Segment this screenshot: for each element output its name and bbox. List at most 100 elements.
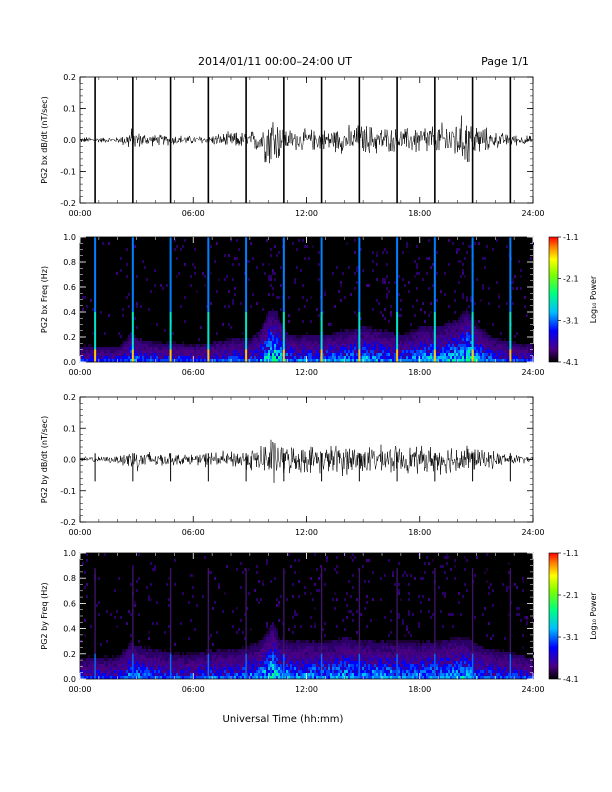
figure-title: 2014/01/11 00:00–24:00 UT: [198, 55, 352, 68]
y-tick-label: 0.8: [63, 574, 76, 583]
spectrogram-stripe: [94, 349, 97, 362]
spectrogram-stripe: [320, 237, 323, 312]
spectrogram-stripe: [169, 349, 172, 362]
spectrogram-stripe: [94, 237, 97, 312]
x-tick-label: 18:00: [408, 685, 431, 694]
panel-1: 0.2 0.1 0.0 -0.1 -0.200:00 06:00 12:00 18:00 24:…: [40, 73, 545, 218]
x-tick-label: 24:00: [521, 368, 544, 377]
x-tick-label: 24:00: [521, 685, 544, 694]
spectrogram-stripe: [94, 312, 97, 350]
spectrogram-stripe: [396, 653, 398, 679]
y-axis-label: PG2 bx dB/dt (nT/sec): [40, 96, 49, 183]
x-tick-label: 24:00: [521, 528, 544, 537]
x-tick-label: 24:00: [521, 209, 544, 218]
y-tick-label: 0.6: [63, 599, 76, 608]
y-tick-label: 0.0: [63, 358, 76, 367]
spectrogram-stripe: [283, 653, 285, 679]
spectrogram-stripe: [320, 568, 323, 677]
colorbar: [548, 552, 559, 680]
y-tick-label: -0.2: [60, 518, 76, 527]
spectrogram-stripe: [207, 312, 210, 350]
colorbar-label: Log₁₀ Power: [589, 592, 598, 640]
spectrogram-stripe: [94, 568, 96, 677]
spectrogram-stripe: [433, 312, 436, 350]
x-tick-label: 12:00: [295, 209, 318, 218]
spectrogram-stripe: [245, 568, 247, 677]
spectrogram-stripe: [245, 653, 247, 679]
x-tick-label: 06:00: [182, 685, 205, 694]
y-tick-label: 1.0: [63, 233, 76, 242]
colorbar-tick-label: -1.1: [563, 549, 579, 558]
spectrogram-stripe: [434, 568, 436, 677]
x-tick-label: 00:00: [68, 209, 91, 218]
y-axis-label: PG2 by Freq (Hz): [40, 582, 49, 649]
spectrogram-stripe: [509, 312, 512, 350]
x-tick-label: 06:00: [182, 368, 205, 377]
spectrogram-stripe: [207, 237, 210, 312]
x-tick-label: 06:00: [182, 528, 205, 537]
spectrogram-stripe: [207, 653, 210, 679]
spectrogram-stripe: [509, 349, 512, 362]
colorbar-tick-label: -4.1: [563, 675, 579, 684]
y-tick-label: 0.0: [63, 136, 76, 145]
spectrogram-stripe: [509, 653, 512, 679]
spectrogram-stripe: [245, 237, 248, 312]
x-tick-label: 12:00: [295, 685, 318, 694]
y-axis-label: PG2 bx Freq (Hz): [40, 266, 49, 333]
y-tick-label: 0.4: [63, 625, 76, 634]
x-tick-label: 06:00: [182, 209, 205, 218]
spectrogram-stripe: [396, 237, 399, 312]
spectrogram-stripe: [509, 568, 512, 677]
y-tick-label: -0.1: [60, 168, 76, 177]
colorbar-tick-label: -4.1: [563, 358, 579, 367]
spectrogram-stripe: [132, 653, 134, 679]
spectrogram-stripe: [132, 568, 134, 677]
spectrogram-stripe: [433, 349, 436, 362]
y-tick-label: 0.8: [63, 258, 76, 267]
spectrogram-stripe: [282, 237, 285, 312]
colorbar-tick-label: -2.1: [563, 275, 579, 284]
spectrogram-stripe: [320, 653, 323, 679]
spectrogram-stripe: [283, 568, 285, 677]
colorbar-tick-label: -3.1: [563, 316, 579, 325]
panel-2: -1.1 -2.1 -3.1 -4.1 Log₁₀ Power 1.0 0.8 0.6 0.4 0…: [40, 233, 598, 377]
colorbar-tick-label: -2.1: [563, 591, 579, 600]
spectrogram-stripe: [169, 312, 172, 350]
y-tick-label: 1.0: [63, 549, 76, 558]
x-tick-label: 00:00: [68, 528, 91, 537]
spectrogram-stripe: [169, 237, 172, 312]
series-line: [79, 115, 534, 164]
spectrogram-stripe: [245, 312, 248, 350]
x-tick-label: 00:00: [68, 368, 91, 377]
spectrogram-stripe: [471, 349, 474, 362]
spectrogram-stripe: [169, 653, 172, 679]
spectrogram-stripe: [509, 237, 512, 312]
x-tick-label: 00:00: [68, 685, 91, 694]
y-tick-label: 0.0: [63, 675, 76, 684]
x-tick-label: 18:00: [408, 209, 431, 218]
spectrogram-stripe: [358, 653, 361, 679]
series-line: [79, 439, 534, 483]
colorbar-tick-label: -1.1: [563, 233, 579, 242]
y-tick-label: 0.0: [63, 456, 76, 465]
spectrogram-stripe: [131, 349, 134, 362]
y-tick-label: 0.1: [63, 105, 76, 114]
spectrogram-stripe: [94, 653, 96, 679]
x-tick-label: 18:00: [408, 528, 431, 537]
y-tick-label: 0.6: [63, 283, 76, 292]
x-axis-label: Universal Time (hh:mm): [223, 714, 344, 725]
x-tick-label: 18:00: [408, 368, 431, 377]
spectrogram-stripe: [396, 568, 398, 677]
colorbar: [548, 236, 559, 363]
spectrogram-cells: [80, 239, 534, 362]
spectrogram-stripe: [320, 312, 323, 350]
colorbar-tick-label: -3.1: [563, 633, 579, 642]
y-tick-label: 0.2: [63, 393, 76, 402]
y-tick-label: 0.2: [63, 333, 76, 342]
y-tick-label: 0.2: [63, 650, 76, 659]
y-tick-label: -0.1: [60, 487, 76, 496]
spectrogram-stripe: [320, 349, 323, 362]
spectrogram-stripe: [433, 237, 436, 312]
